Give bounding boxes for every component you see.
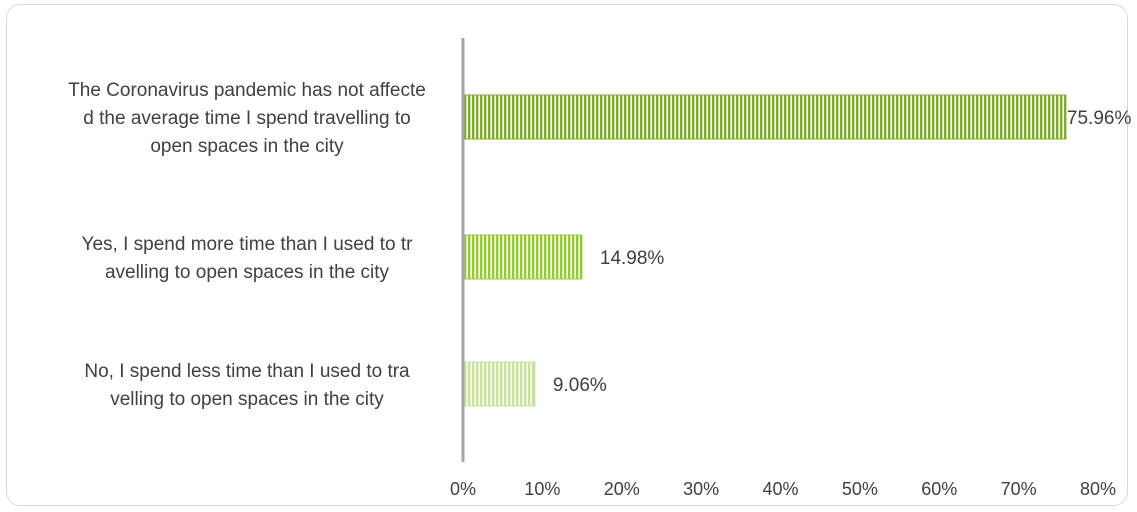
category-label: No, I spend less time than I used to tra…: [84, 361, 410, 410]
bar: [462, 94, 1067, 140]
x-tick-label: 0%: [450, 479, 476, 499]
x-tick-label: 70%: [1001, 479, 1037, 499]
x-tick-label: 10%: [524, 479, 560, 499]
data-label: 75.96%: [1067, 108, 1132, 129]
data-label: 9.06%: [553, 375, 607, 396]
x-tick-label: 20%: [604, 479, 640, 499]
category-label: Yes, I spend more time than I used to tr…: [82, 234, 414, 283]
bar: [462, 361, 536, 407]
x-tick-label: 50%: [842, 479, 878, 499]
x-tick-label: 30%: [683, 479, 719, 499]
x-tick-label: 60%: [921, 479, 957, 499]
data-label: 14.98%: [600, 248, 665, 269]
category-label: The Coronavirus pandemic has not affecte…: [68, 80, 426, 157]
x-tick-label: 80%: [1080, 479, 1116, 499]
bar: [462, 234, 583, 280]
x-tick-label: 40%: [762, 479, 798, 499]
